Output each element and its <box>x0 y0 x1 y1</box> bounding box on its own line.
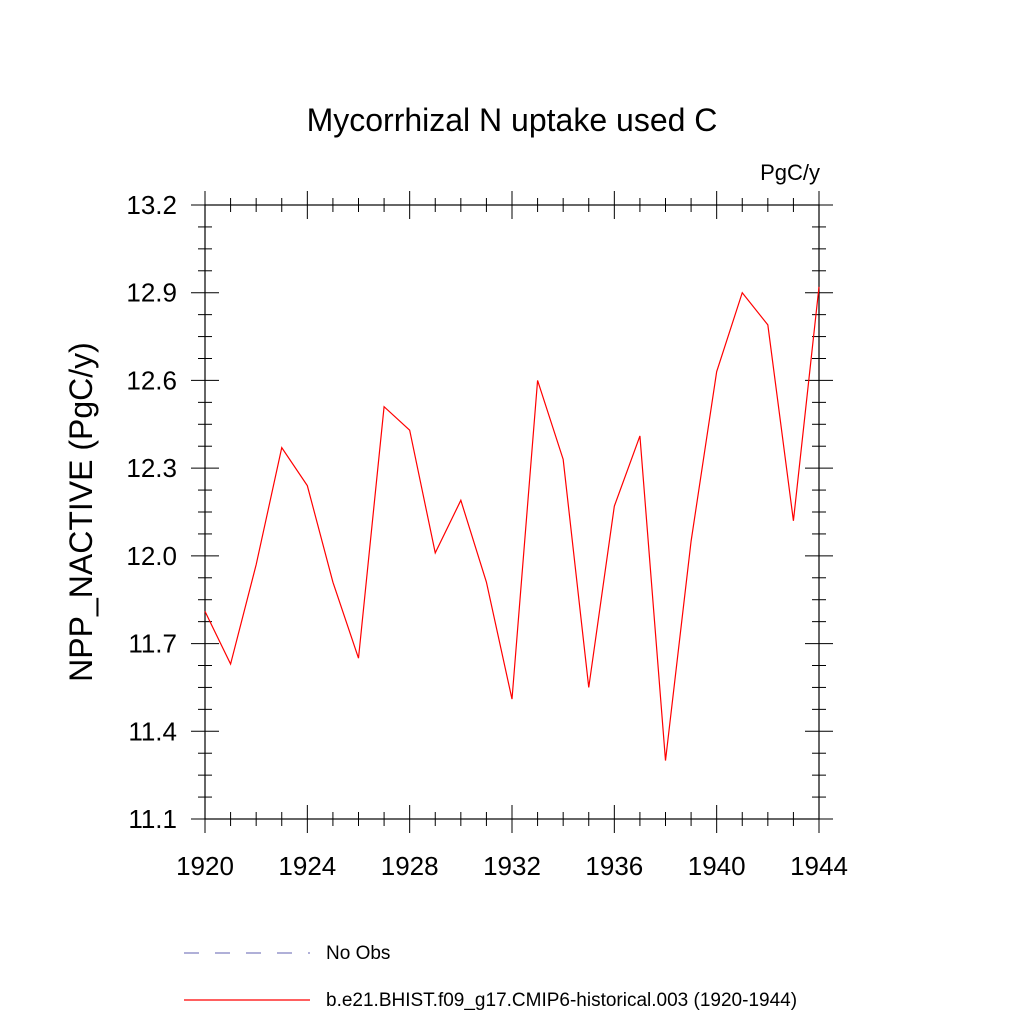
y-tick-label: 12.6 <box>126 365 177 395</box>
x-tick-label: 1928 <box>381 851 439 881</box>
plot-frame <box>204 204 820 820</box>
x-tick-label: 1924 <box>278 851 336 881</box>
x-tick-label: 1932 <box>483 851 541 881</box>
legend-label-historical: b.e21.BHIST.f09_g17.CMIP6-historical.003… <box>326 990 797 1011</box>
y-tick-label: 13.2 <box>126 190 177 220</box>
units-label: PgC/y <box>760 160 820 185</box>
legend-label-no-obs: No Obs <box>326 943 390 964</box>
series-line-0 <box>204 286 820 761</box>
x-tick-label: 1940 <box>688 851 746 881</box>
y-tick-label: 11.7 <box>128 629 177 659</box>
y-tick-label: 11.1 <box>128 804 177 834</box>
chart-title: Mycorrhizal N uptake used C <box>307 102 718 138</box>
y-tick-label: 12.3 <box>126 453 177 483</box>
x-tick-label: 1944 <box>790 851 848 881</box>
y-tick-label: 12.0 <box>126 541 177 571</box>
y-axis-label: NPP_NACTIVE (PgC/y) <box>63 342 99 682</box>
x-tick-label: 1936 <box>585 851 643 881</box>
legend: No Obs b.e21.BHIST.f09_g17.CMIP6-histori… <box>184 943 797 1011</box>
axis-tick-labels: 1920 1924 1928 1932 1936 1940 1944 11.1 11.4 11.7… <box>126 190 848 881</box>
axis-ticks <box>191 191 833 833</box>
series-layer <box>204 286 820 761</box>
y-tick-label: 12.9 <box>126 278 177 308</box>
x-tick-label: 1920 <box>176 851 234 881</box>
y-tick-label: 11.4 <box>128 716 177 746</box>
